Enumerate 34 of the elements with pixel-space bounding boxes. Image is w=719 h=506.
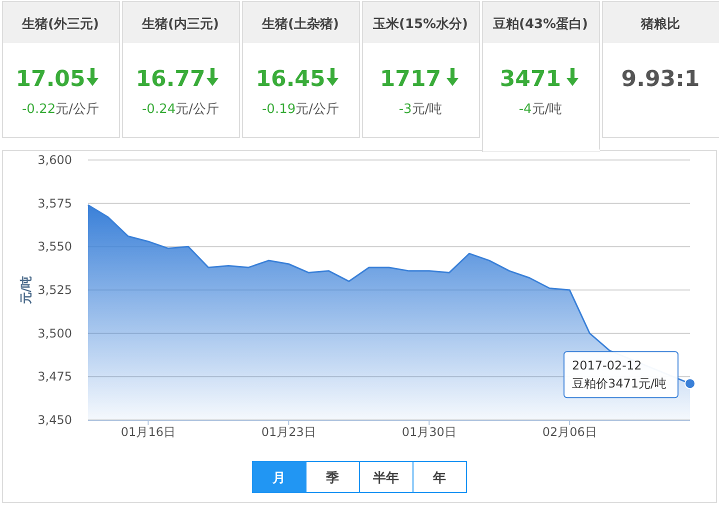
category-label: 生猪(内三元) <box>141 17 219 32</box>
text: 季 <box>324 470 339 486</box>
text: -4元/吨 <box>518 102 562 117</box>
text: 月 <box>271 471 286 486</box>
text: 1717 <box>380 67 442 92</box>
y-tick-label: 3,500 <box>38 326 72 340</box>
category-label: 生猪(土杂猪) <box>261 17 339 32</box>
category-label: 生猪(外三元) <box>21 17 99 32</box>
text: -0.19元/公斤 <box>262 102 340 117</box>
category-label: 豆粕(43%蛋白) <box>492 17 588 32</box>
y-tick-label: 3,475 <box>38 370 72 384</box>
text: -0.22元/公斤 <box>22 102 100 117</box>
y-tick-label: 3,575 <box>38 196 72 210</box>
category-label: 玉米(15%水分) <box>372 17 468 32</box>
y-tick-label: 3,600 <box>38 153 72 167</box>
x-tick-label: 01月30日 <box>402 425 456 439</box>
text: -0.24元/公斤 <box>142 102 220 117</box>
text: 3471 <box>500 67 562 92</box>
y-tick-label: 3,525 <box>38 283 72 297</box>
text: 17.05 <box>16 67 86 92</box>
text: 年 <box>432 471 446 486</box>
y-tick-label: 3,550 <box>38 240 72 254</box>
x-tick-label: 02月06日 <box>542 425 597 439</box>
text: 16.45 <box>256 67 326 92</box>
y-axis-title: 元/吨 <box>19 276 33 306</box>
y-tick-label: 3,450 <box>38 413 72 427</box>
text: 9.93:1 <box>621 67 700 92</box>
text: 16.77 <box>136 67 206 92</box>
category-label: 猪粮比 <box>640 16 680 32</box>
text: 半年 <box>372 471 399 486</box>
x-tick-label: 01月16日 <box>120 425 176 439</box>
text: -3元/吨 <box>398 102 442 117</box>
annotation: 2017-02-12 豆粕价3471元/吨 <box>572 358 667 391</box>
x-tick-label: 01月23日 <box>261 425 316 439</box>
